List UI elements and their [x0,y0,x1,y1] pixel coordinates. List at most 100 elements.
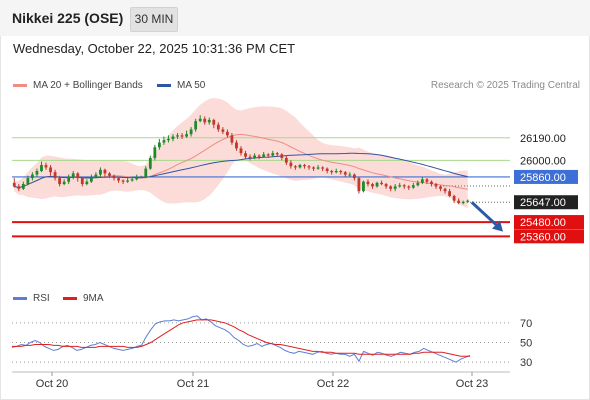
candle-body [21,184,25,189]
instrument-title: Nikkei 225 (OSE) [12,10,124,26]
candle [35,168,39,177]
candle [457,198,461,205]
candle [321,166,325,171]
candle [17,184,21,192]
candle [176,133,179,139]
price-label-bg-4 [514,215,584,230]
candle [198,115,202,123]
candle-body [58,178,62,185]
candle-body [117,178,120,181]
legend-ma50-label: MA 50 [177,80,206,91]
candle-body [157,142,161,148]
legend-rsi: RSI [13,293,50,304]
candle [148,155,152,170]
candle-body [402,185,406,187]
candle [407,185,411,190]
candle-body [235,142,238,149]
candle [203,116,207,125]
candle-body [167,138,170,141]
candle [253,153,257,160]
candle-body [271,153,275,156]
candle-body [26,178,30,185]
rsi-tick-50: 50 [520,338,532,350]
candle [80,176,84,187]
candle-body [207,119,211,123]
candle [103,168,107,177]
candle [461,200,465,205]
timeframe-button[interactable]: 30 MIN [130,7,178,32]
candle-body [99,169,102,175]
candle-body [62,181,66,185]
candle [85,179,89,186]
candle-body [457,200,461,204]
candle [40,161,43,173]
candle [194,118,198,132]
candle-body [280,154,284,158]
candle-body [307,166,311,168]
legend-ma50: MA 50 [157,80,205,91]
candle-body [434,184,438,187]
candle-body [289,162,293,167]
candle-body [244,153,247,157]
candle-body [76,173,80,179]
candle [67,174,71,185]
price-label-bg-2 [514,169,578,184]
candle [126,178,130,183]
candle [62,179,66,186]
candle [58,175,62,187]
legend-rsi-label: RSI [33,293,50,304]
candle-body [439,186,442,189]
candle-body [303,165,306,167]
candle [167,135,170,143]
candle [162,136,166,145]
candle [139,175,143,179]
candle [443,187,447,194]
candle [439,185,442,192]
candle-body [275,153,279,155]
x-tick-label-0: Oct 20 [36,378,68,390]
candle [316,165,320,170]
candle-body [248,156,252,158]
candle-body [80,178,84,185]
candle [398,182,402,188]
candle-body [230,135,234,143]
candle [375,181,379,188]
candle-body [108,173,111,176]
candle-body [330,171,334,173]
candle [389,185,393,192]
candle [425,178,429,185]
candle-body [135,176,139,180]
candle-body [239,148,243,154]
candle-body [139,176,143,178]
candle-body [121,180,125,182]
candle-body [53,172,57,179]
candle-body [425,179,429,182]
candle-body [176,135,179,137]
candle-body [162,140,166,143]
price-label-bg-5 [514,229,584,244]
candle [334,168,338,174]
candle-body [94,174,98,177]
candle [216,122,220,132]
candle [212,118,216,129]
candle [21,181,25,190]
candle-body [294,166,297,168]
candle [99,167,102,177]
candle-body [144,168,148,177]
candle-body [407,186,411,188]
legend-9ma-swatch [63,296,77,300]
candle [371,182,374,189]
candle-body [348,174,352,176]
candle [12,178,16,188]
candle [53,169,57,181]
candle-body [225,131,229,136]
candle [117,176,120,183]
candle [271,150,275,157]
candle [108,172,111,179]
candle-body [171,136,175,139]
candle-body [398,185,402,187]
candle-body [67,176,71,182]
candle-body [443,188,447,192]
legend-ma20-label: MA 20 + Bollinger Bands [33,80,143,91]
candle [248,154,252,161]
